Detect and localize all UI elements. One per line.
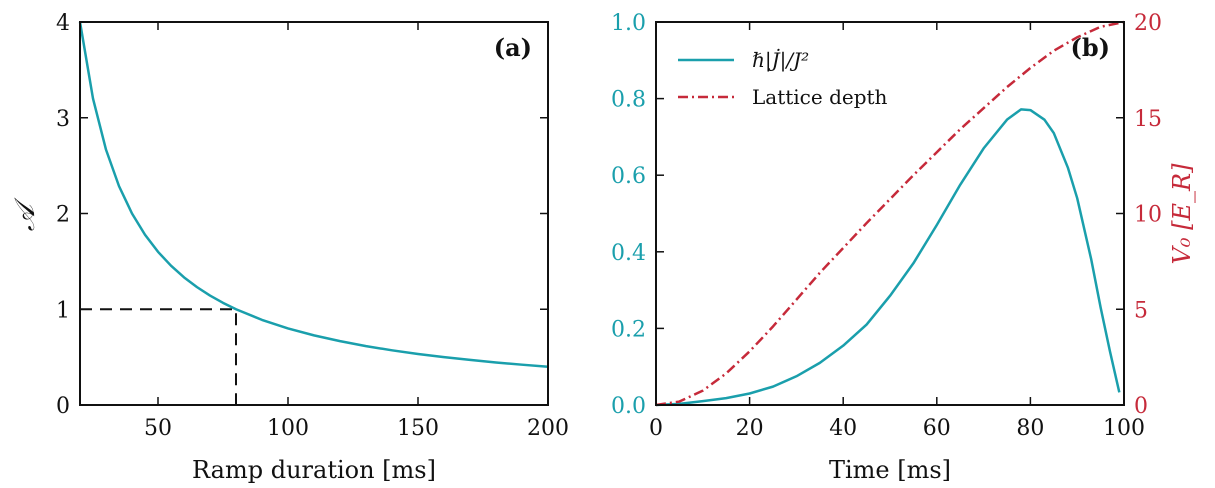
panel-a-ylabel: 𝒜 — [8, 197, 41, 231]
panel-a-guide-line-0 — [80, 308, 237, 405]
panel-b-ytick-label-3: 0.6 — [611, 164, 646, 189]
panel-a-ticks: 50 100 150 200 0 1 2 3 4 — [56, 11, 569, 441]
panel-b-xtick-label-0: 0 — [649, 416, 663, 441]
panel-a-ytick-label-3: 3 — [56, 107, 70, 132]
panel-b-ytick-label-4: 0.8 — [611, 88, 646, 113]
panel-b-ytick-label-1: 0.2 — [611, 317, 646, 342]
panel-b-ticks: 0 20 40 60 80 100 0.0 0.2 0.4 0.6 0.8 1.0 0 5 10 15 20 — [611, 11, 1162, 441]
panel-b-series-line-1 — [655, 20, 1125, 407]
panel-b-xtick-label-1: 20 — [736, 416, 764, 441]
panel-a-xtick-label-1: 100 — [267, 416, 309, 441]
panel-b-curves — [655, 20, 1125, 407]
panel-a-xlabel: Ramp duration [ms] — [192, 456, 436, 484]
panel-b-tag: (b) — [1071, 33, 1111, 62]
panel-b-xlabel: Time [ms] — [829, 456, 951, 484]
panel-b-ytick-right-label-1: 5 — [1134, 298, 1148, 323]
panel-b-xtick-label-4: 80 — [1016, 416, 1044, 441]
panel-b-xtick-label-5: 100 — [1103, 416, 1145, 441]
panel-a-frame — [79, 21, 549, 406]
panel-b-ytick-label-5: 1.0 — [611, 11, 646, 36]
panel-b-ytick-right-label-0: 0 — [1134, 394, 1148, 419]
panel-b-xtick-label-3: 60 — [923, 416, 951, 441]
panel-b-series-line-0 — [655, 108, 1121, 407]
panel-a-xtick-label-0: 50 — [144, 416, 172, 441]
panel-a-ytick-label-2: 2 — [56, 203, 70, 228]
panel-a-xtick-label-2: 150 — [397, 416, 439, 441]
panel-a-tag: (a) — [494, 33, 532, 62]
panel-b-ytick-label-2: 0.4 — [611, 241, 646, 266]
panel-b-ytick-right-label-4: 20 — [1134, 11, 1162, 36]
panel-a-curves — [78, 21, 549, 405]
panel-a-series-line-0 — [78, 21, 549, 368]
panel-a-ytick-label-0: 0 — [56, 394, 70, 419]
panel-b-ytick-label-0: 0.0 — [611, 394, 646, 419]
panel-a-ytick-label-1: 1 — [56, 298, 70, 323]
panel-b: 0 20 40 60 80 100 0.0 0.2 0.4 0.6 0.8 1.0 0 5 10 15 20 (… — [611, 11, 1196, 484]
panel-b-legend: ℏ|J̇|/J² Lattice depth — [678, 48, 888, 109]
panel-b-ytick-right-label-2: 10 — [1134, 203, 1162, 228]
panel-b-ytick-right-label-3: 15 — [1134, 107, 1162, 132]
panel-a-ytick-label-4: 4 — [56, 11, 70, 36]
panel-b-frame — [655, 21, 1125, 406]
legend-label-hbar-jdot: ℏ|J̇|/J² — [752, 48, 809, 73]
legend-label-lattice-depth: Lattice depth — [752, 85, 888, 109]
panel-b-xtick-label-2: 40 — [829, 416, 857, 441]
panel-a-xtick-label-3: 200 — [527, 416, 569, 441]
panel-b-ylabel-right: V₀ [E_R] — [1168, 163, 1196, 265]
